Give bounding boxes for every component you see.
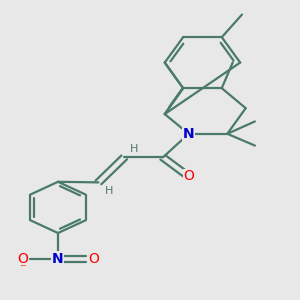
Text: O: O — [88, 252, 99, 266]
Text: H: H — [130, 144, 139, 154]
Text: H: H — [105, 186, 113, 196]
Text: O: O — [183, 169, 194, 184]
Text: N: N — [52, 252, 64, 266]
Text: N: N — [183, 127, 194, 141]
Text: O: O — [17, 252, 28, 266]
Text: ⁻: ⁻ — [19, 262, 26, 275]
